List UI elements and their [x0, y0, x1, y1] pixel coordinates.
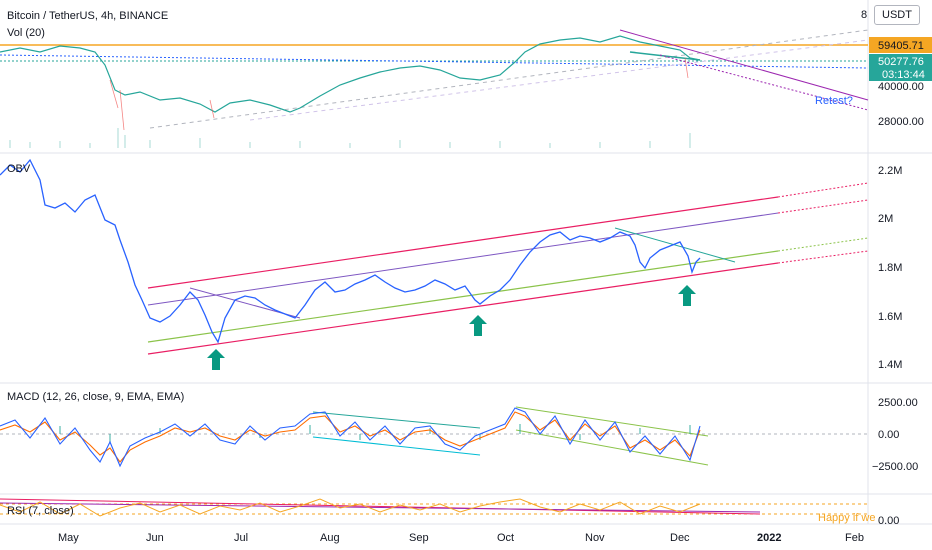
x-tick-aug: Aug: [320, 532, 340, 544]
obv-upper-channel: [147, 196, 779, 289]
currency-label: USDT: [882, 9, 912, 21]
obv-lower-ext: [777, 250, 869, 264]
macd-channel-lower-1: [312, 436, 481, 456]
currency-selector[interactable]: 8 USDT: [861, 5, 920, 25]
x-tick-oct: Oct: [497, 532, 514, 544]
time-axis[interactable]: May Jun Jul Aug Sep Oct Nov Dec 2022 Feb: [58, 532, 864, 544]
price-tick-40000: 40000.00: [878, 81, 924, 93]
macd-tick-0: 0.00: [878, 429, 899, 441]
chart-title: Bitcoin / TetherUS, 4h, BINANCE: [7, 10, 168, 22]
obv-tick-1-4m: 1.4M: [878, 359, 902, 371]
price-tag-green-bg: [869, 54, 932, 81]
price-candles-red: [109, 57, 689, 131]
x-tick-feb: Feb: [845, 532, 864, 544]
macd-tick-2500: 2500.00: [878, 397, 918, 409]
x-tick-jul: Jul: [234, 532, 248, 544]
macd-signal-line[interactable]: [0, 411, 701, 463]
x-tick-sep: Sep: [409, 532, 429, 544]
rsi-pane[interactable]: RSI (7, close) 0.00 Happy if we: [0, 498, 899, 527]
price-tick-28000: 28000.00: [878, 116, 924, 128]
x-tick-2022: 2022: [757, 532, 781, 544]
countdown-timer: 03:13:44: [882, 69, 925, 81]
obv-tick-2-2m: 2.2M: [878, 165, 902, 177]
macd-tick-neg2500: −2500.00: [872, 461, 918, 473]
obv-tick-1-6m: 1.6M: [878, 311, 902, 323]
obv-green-support: [147, 250, 779, 343]
obv-upper-ext: [777, 182, 869, 198]
macd-channel-lower-2: [515, 429, 709, 466]
obv-mid-channel: [147, 212, 779, 306]
obv-blue-trend: [614, 227, 736, 263]
rsi-red-trend: [0, 498, 761, 515]
x-tick-nov: Nov: [585, 532, 605, 544]
macd-channel-upper-1: [312, 411, 481, 429]
macd-line[interactable]: [0, 407, 701, 468]
dashed-trendline-2: [249, 39, 869, 121]
x-tick-may: May: [58, 532, 79, 544]
obv-line[interactable]: [0, 158, 701, 344]
dotted-level-line: [0, 54, 869, 69]
purple-channel-line: [619, 29, 869, 101]
obv-green-ext: [777, 237, 869, 252]
price-pane[interactable]: Bitcoin / TetherUS, 4h, BINANCE Vol (20)…: [0, 10, 932, 148]
obv-tick-1-8m: 1.8M: [878, 262, 902, 274]
price-candles[interactable]: [0, 35, 701, 113]
dashed-trendline: [149, 29, 869, 129]
x-tick-dec: Dec: [670, 532, 690, 544]
obv-label: OBV: [7, 163, 31, 175]
volume-label: Vol (20): [7, 27, 45, 39]
x-tick-jun: Jun: [146, 532, 164, 544]
up-arrow-icon: [207, 349, 225, 370]
happy-annotation[interactable]: Happy if we: [818, 512, 875, 524]
obv-lower-channel: [147, 262, 779, 355]
obv-pane[interactable]: OBV 2.2M 2M 1.8M 1.6M 1.4M: [0, 158, 902, 371]
price-tag-orange-bg: [869, 37, 932, 53]
volume-bars: [9, 128, 691, 148]
up-arrow-icon: [469, 315, 487, 336]
rsi-label: RSI (7, close): [7, 505, 74, 517]
currency-prefix: 8: [861, 9, 868, 21]
rsi-tick-0: 0.00: [878, 515, 899, 527]
pane-separators: [0, 0, 932, 525]
macd-label: MACD (12, 26, close, 9, EMA, EMA): [7, 391, 184, 403]
retest-annotation[interactable]: Retest?: [815, 95, 853, 107]
macd-histogram: [59, 424, 691, 442]
obv-tick-2m: 2M: [878, 213, 893, 225]
price-tag-green: 50277.76: [878, 56, 924, 68]
obv-mid-ext: [777, 199, 869, 214]
macd-pane[interactable]: MACD (12, 26, close, 9, EMA, EMA) 2500.0…: [0, 391, 918, 473]
up-arrow-icon: [678, 285, 696, 306]
macd-channel-upper-2: [515, 406, 709, 437]
price-tag-orange: 59405.71: [878, 40, 924, 52]
rsi-line[interactable]: [0, 498, 701, 517]
